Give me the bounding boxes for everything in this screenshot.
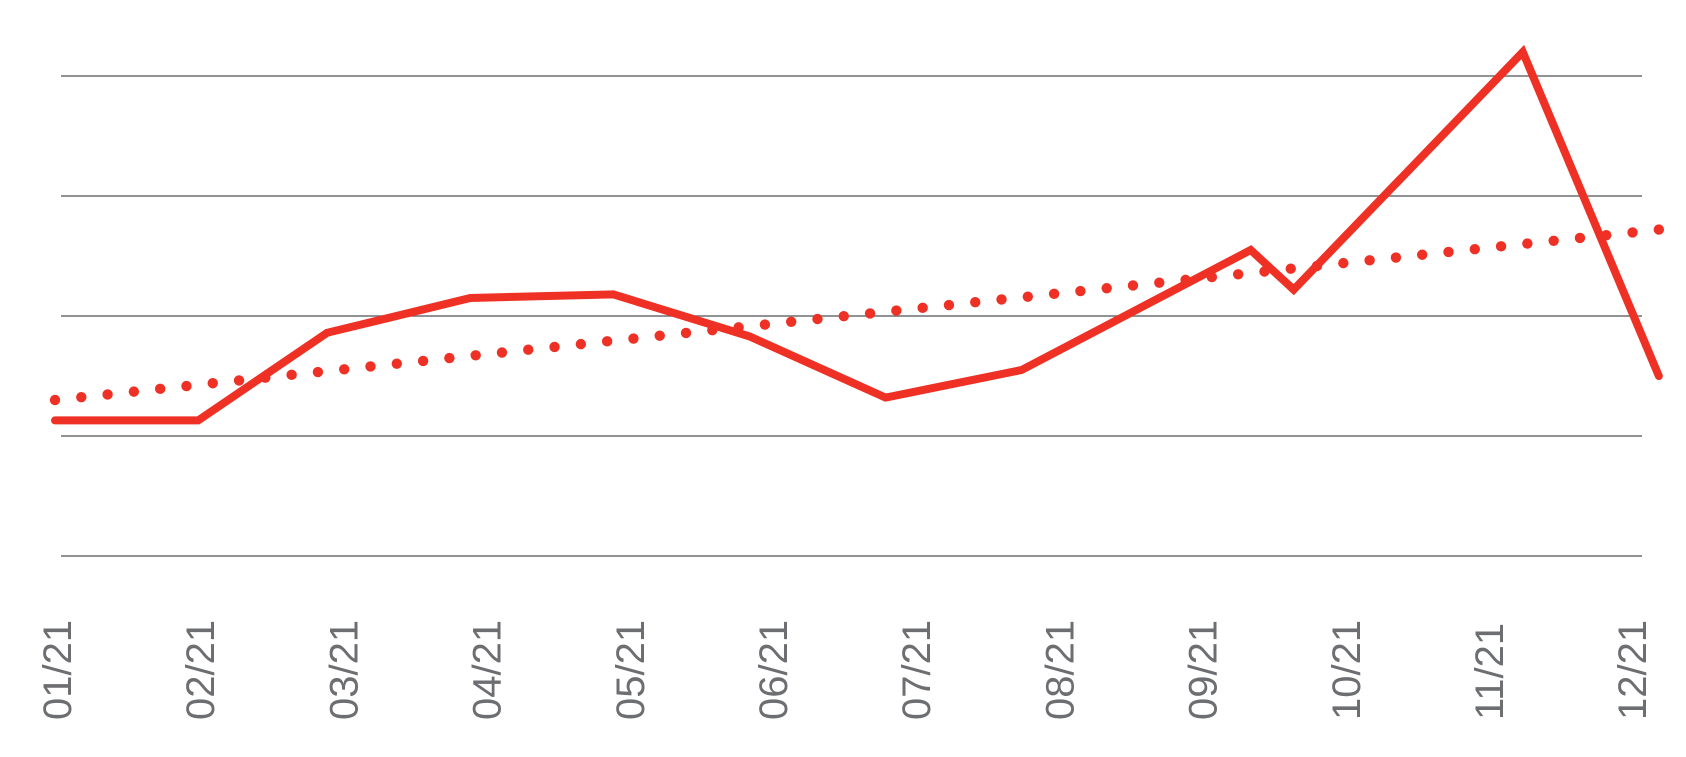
trendline-dot [1285,263,1296,274]
trendline-dot [1469,243,1480,255]
trendline-dot [1180,274,1191,286]
trendline-dot [1206,271,1218,283]
trendline-dot [339,364,350,375]
trendline-dot [1601,229,1612,241]
trendline-dot [1522,238,1533,249]
x-tick-label: 11/21 [1468,623,1512,720]
x-tick-label: 05/21 [609,620,653,720]
trendline-dot [733,322,744,333]
series-line [51,44,1663,425]
trendline-dot [943,299,955,311]
trendline-dot [1048,288,1060,300]
trendline-dot [1364,255,1375,266]
trendline-dot [102,389,113,400]
x-tick-label: 07/21 [895,620,939,720]
x-tick-label: 06/21 [752,620,796,720]
trendline-dot [286,369,297,381]
trendline-dot [1259,266,1270,277]
trendline-dot [470,350,481,361]
trendline-dot [1232,269,1244,280]
trendline-dot [1548,235,1559,246]
x-tick-label: 08/21 [1038,620,1082,720]
trendline-dot [917,302,928,314]
trendline-dot [444,352,455,364]
trendline-dot [1390,252,1402,263]
trendline-dot [1311,260,1323,272]
trendline-dot [707,324,718,336]
trendline-dot [1127,280,1139,291]
trendline-dot [76,392,87,403]
x-tick-label: 01/21 [36,620,80,720]
trendline-dot [1101,283,1112,294]
trendline-dot [1653,224,1665,235]
trendline-dot [1417,249,1428,260]
trendline-dot [496,347,508,358]
trendline-dot [970,297,981,308]
x-tick-label: 03/21 [322,620,366,720]
x-tick-label: 02/21 [179,620,223,720]
trendline-dot [260,372,271,383]
trendline-dot [312,366,324,378]
x-tick-label: 12/21 [1611,620,1655,720]
trendline-dot [891,305,902,316]
trendline-dot [1154,277,1165,288]
trendline-dot [1022,291,1034,302]
x-tick-label: 04/21 [466,620,510,720]
gridlines [61,75,1642,557]
trendline-dot [154,383,166,395]
trendline-dot [365,361,376,372]
trendline-dot [49,394,61,406]
trendline-dot [680,327,692,339]
x-tick-label: 09/21 [1182,620,1226,720]
trendline-dot [785,316,797,327]
trendline-dot [391,358,403,369]
trendline-dot [628,333,639,344]
trendline-dot [1075,285,1086,297]
trendline-dot [838,310,849,322]
trendline-dot [207,378,218,389]
trendline-dot [417,355,429,367]
trendline-dot [233,375,245,386]
trendline-dot [128,386,140,397]
x-axis-labels: 01/21 02/21 03/21 04/21 05/21 06/21 07/21 08/21… [36,620,1655,720]
trendline-dot [1627,227,1638,238]
trendline-dot [1574,232,1586,244]
series-layer [49,44,1665,425]
trendline-dot [864,308,876,319]
trendline-dot [759,319,771,330]
trendline-dot [601,336,613,347]
trendline-dot [1495,241,1507,252]
trendline-dot [1338,257,1349,269]
trendline-dot [549,341,560,353]
trendline-dot [575,338,587,350]
trendline-dot [181,380,192,392]
trendline-dot [812,313,823,325]
trendline-dot [654,330,665,341]
trendline-dot [996,294,1007,305]
x-tick-label: 10/21 [1325,620,1369,720]
trendline-dot [523,344,534,355]
trendline-dot [1443,246,1454,258]
